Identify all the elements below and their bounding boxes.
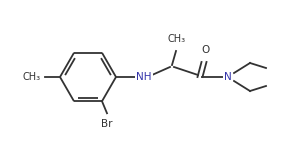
Text: O: O — [201, 45, 209, 55]
Text: N: N — [224, 72, 232, 82]
Text: NH: NH — [136, 72, 152, 82]
Text: Br: Br — [101, 119, 113, 129]
Text: CH₃: CH₃ — [23, 72, 41, 82]
Text: CH₃: CH₃ — [168, 34, 186, 44]
